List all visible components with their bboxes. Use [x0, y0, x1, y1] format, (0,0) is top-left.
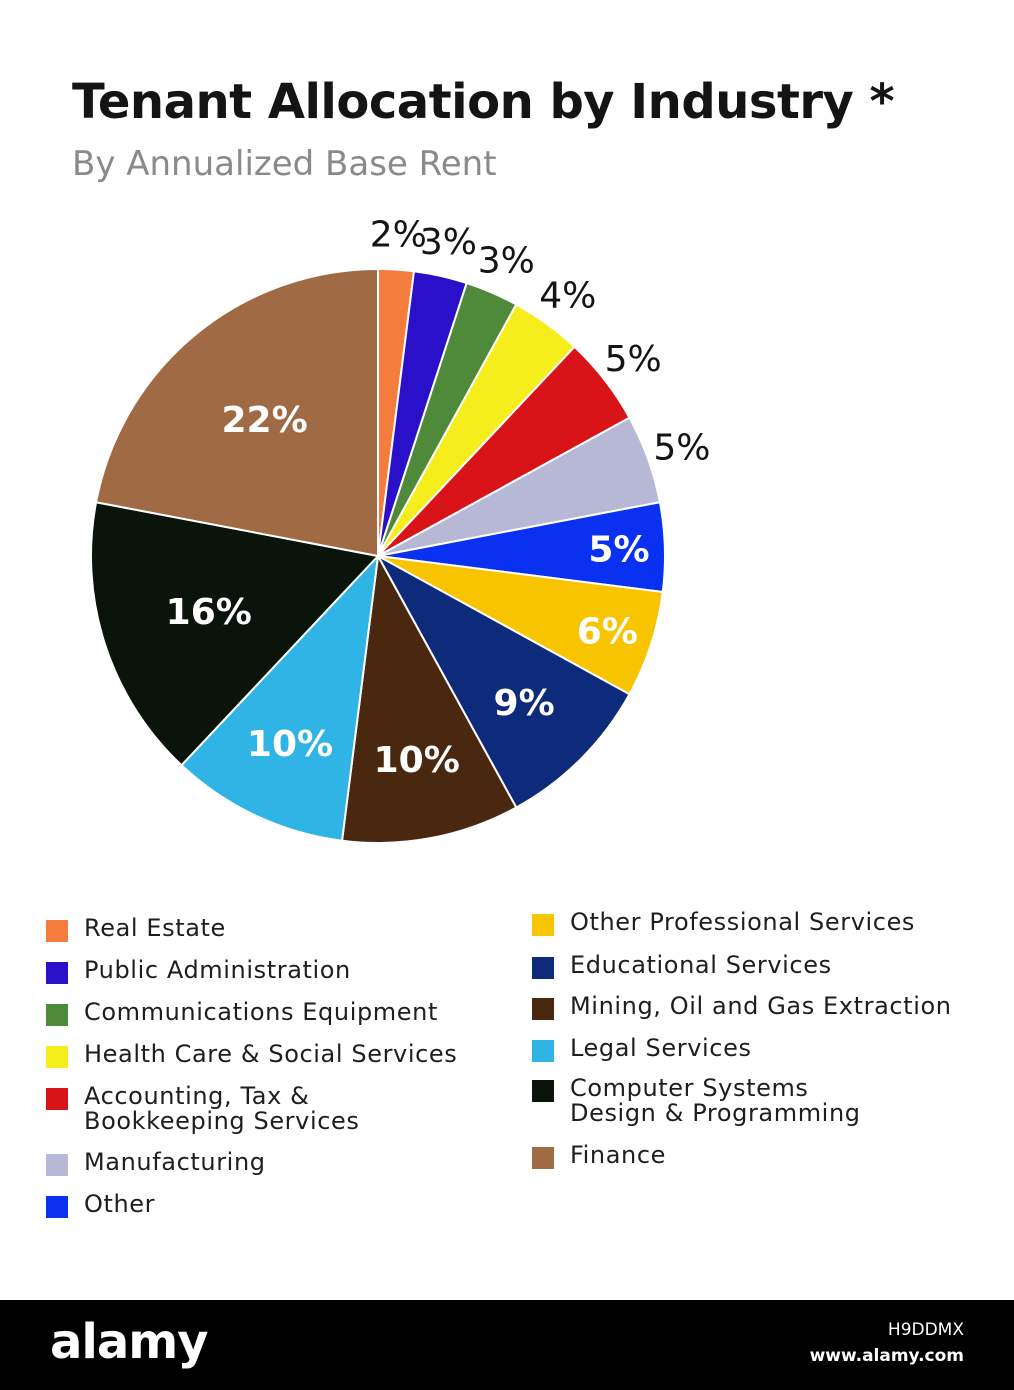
- legend-label: Mining, Oil and Gas Extraction: [570, 992, 952, 1020]
- slice-label-9: 10%: [374, 740, 460, 781]
- legend-item-9: Mining, Oil and Gas Extraction: [532, 994, 952, 1020]
- legend-swatch: [532, 1040, 554, 1062]
- footer-url: www.alamy.com: [809, 1346, 964, 1366]
- legend-swatch: [46, 1154, 68, 1176]
- legend-label: Accounting, Tax & Bookkeeping Services: [84, 1082, 360, 1135]
- slice-label-3: 4%: [539, 276, 596, 317]
- pie-slice-9: [340, 552, 518, 844]
- alamy-logo: alamy: [50, 1314, 209, 1370]
- legend-swatch: [46, 962, 68, 984]
- legend-swatch: [46, 1088, 68, 1110]
- legend-item-0: Real Estate: [46, 916, 226, 942]
- legend-swatch: [532, 957, 554, 979]
- legend-label: Other: [84, 1190, 156, 1218]
- image-id: H9DDMX: [887, 1320, 964, 1340]
- legend-swatch: [532, 914, 554, 936]
- chart-title: Tenant Allocation by Industry *: [72, 74, 895, 130]
- slice-label-0: 2%: [370, 215, 427, 256]
- slice-label-8: 9%: [494, 683, 555, 724]
- legend-item-3: Health Care & Social Services: [46, 1042, 457, 1068]
- legend-item-11: Computer Systems Design & Programming: [532, 1076, 861, 1126]
- legend-swatch: [532, 998, 554, 1020]
- slice-label-4: 5%: [605, 339, 662, 380]
- slice-label-12: 22%: [221, 400, 307, 441]
- pie-slice-10: [180, 553, 380, 842]
- legend-label: Educational Services: [570, 951, 832, 979]
- slice-label-11: 16%: [166, 592, 252, 633]
- slice-label-7: 6%: [577, 611, 638, 652]
- legend-item-12: Finance: [532, 1143, 666, 1169]
- legend-label: Health Care & Social Services: [84, 1040, 458, 1068]
- legend-item-7: Other Professional Services: [532, 910, 915, 936]
- legend-swatch: [46, 920, 68, 942]
- legend-item-6: Other: [46, 1192, 155, 1218]
- chart-subtitle: By Annualized Base Rent: [72, 144, 497, 184]
- legend-item-5: Manufacturing: [46, 1150, 266, 1176]
- legend-item-10: Legal Services: [532, 1036, 752, 1062]
- legend-item-1: Public Administration: [46, 958, 351, 984]
- slice-label-2: 3%: [478, 241, 535, 282]
- pie-slice-12: [94, 267, 379, 558]
- legend-swatch: [532, 1147, 554, 1169]
- slice-label-1: 3%: [420, 222, 477, 263]
- legend-label: Computer Systems Design & Programming: [570, 1074, 861, 1127]
- legend-swatch: [532, 1080, 554, 1102]
- legend-label: Other Professional Services: [570, 908, 916, 936]
- pie-slice-8: [375, 553, 631, 809]
- legend-label: Finance: [570, 1141, 667, 1169]
- pie-chart: 2%3% 3%4%5%5%5%6%9%10%10%16%22%: [90, 215, 710, 844]
- slice-label-5: 5%: [653, 428, 710, 469]
- legend-item-8: Educational Services: [532, 953, 832, 979]
- legend-item-2: Communications Equipment: [46, 1000, 438, 1026]
- legend-label: Real Estate: [84, 914, 226, 942]
- legend-swatch: [46, 1196, 68, 1218]
- legend-swatch: [46, 1046, 68, 1068]
- slice-label-10: 10%: [247, 724, 333, 765]
- legend-label: Manufacturing: [84, 1148, 266, 1176]
- legend-label: Legal Services: [570, 1034, 752, 1062]
- footer-bar: alamy H9DDMX www.alamy.com: [0, 1300, 1014, 1390]
- pie-slice-11: [90, 501, 380, 767]
- legend-label: Public Administration: [84, 956, 351, 984]
- slice-label-6: 5%: [588, 529, 649, 570]
- legend-item-4: Accounting, Tax & Bookkeeping Services: [46, 1084, 359, 1134]
- legend-label: Communications Equipment: [84, 998, 438, 1026]
- legend-swatch: [46, 1004, 68, 1026]
